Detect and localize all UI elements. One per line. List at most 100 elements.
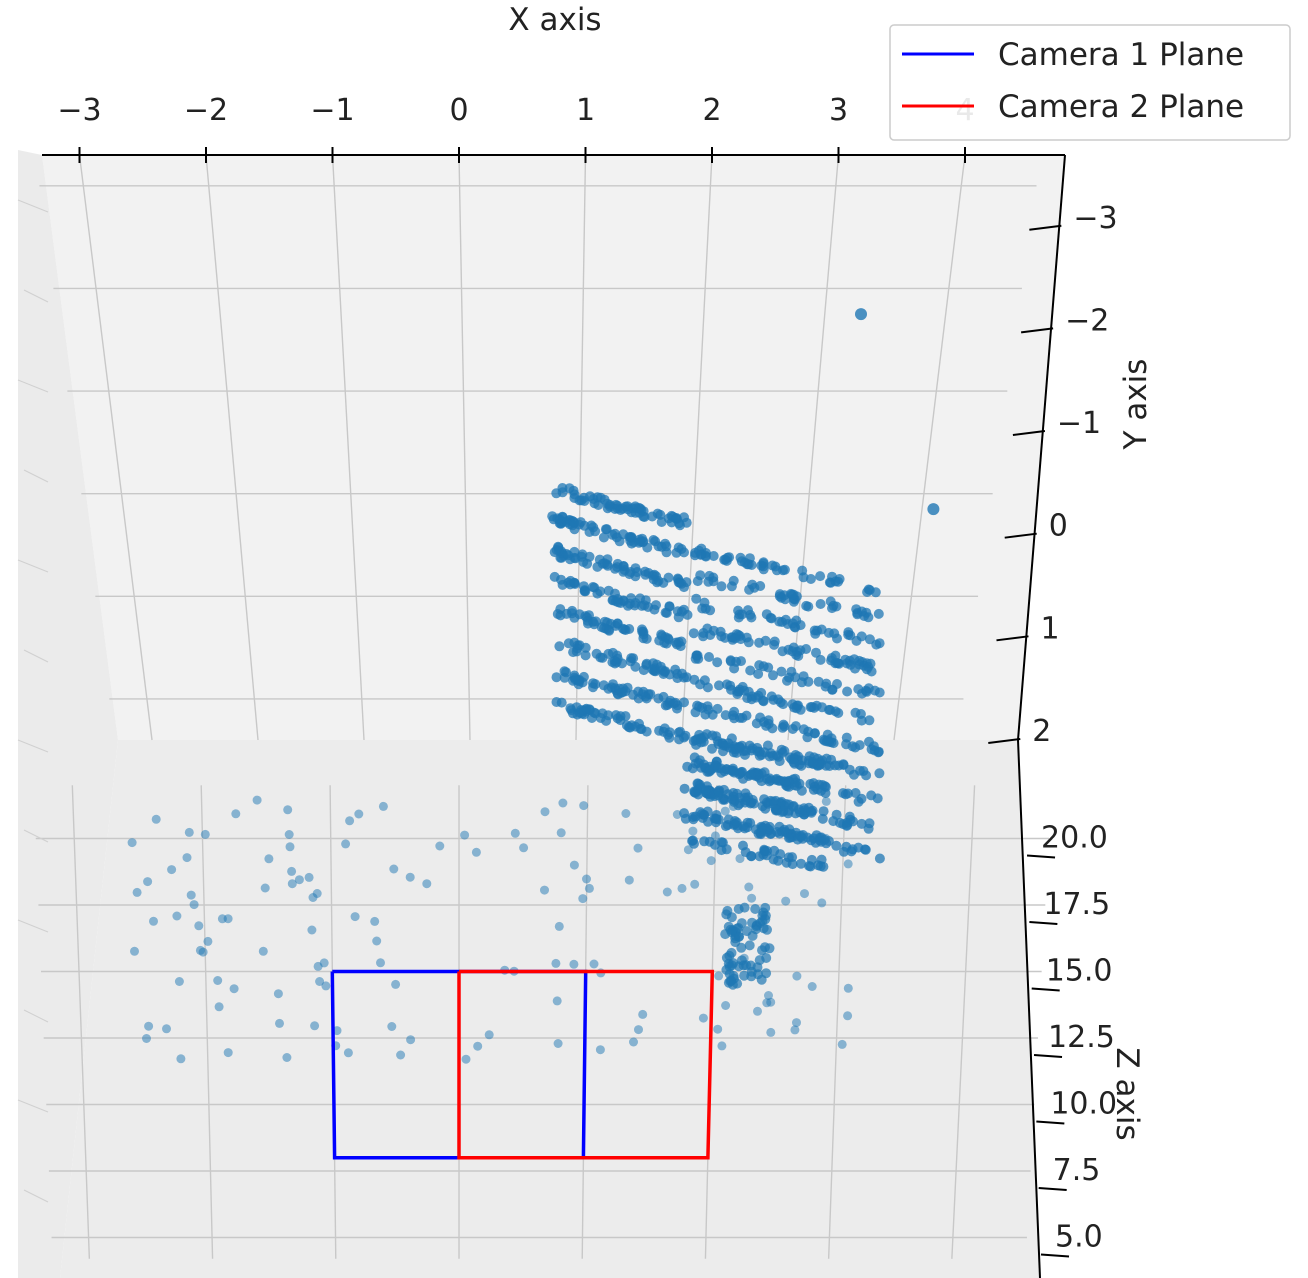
scatter-point (460, 830, 470, 840)
scatter-point (741, 710, 752, 721)
scatter-point (831, 840, 842, 851)
scatter-point (837, 1039, 847, 1049)
scatter-point (776, 808, 786, 818)
z-tick (1033, 1054, 1063, 1058)
scatter-point (676, 636, 687, 647)
scatter-point (198, 947, 208, 957)
scatter-point (624, 532, 635, 542)
scatter-point (843, 1011, 853, 1021)
scatter-point (649, 604, 660, 615)
scatter-point (769, 845, 780, 856)
y-axis-line (1017, 154, 1066, 741)
gridline-left-pane (23, 469, 49, 483)
scatter-point (725, 976, 736, 987)
scatter-point (736, 656, 746, 667)
scatter-point (746, 851, 757, 861)
scatter-point (734, 742, 745, 753)
scatter-point (681, 517, 692, 528)
camera-2-plane (457, 969, 715, 1160)
scatter-point (762, 846, 773, 856)
scatter-point (710, 831, 720, 841)
scatter-point (584, 610, 594, 621)
z-tick-label: 15.0 (1046, 954, 1113, 989)
scatter-point (189, 900, 199, 910)
scatter-point (747, 930, 758, 941)
scatter-point (863, 584, 874, 595)
z-tick-label: 5.0 (1055, 1220, 1103, 1255)
z-tick (1038, 1187, 1067, 1191)
scatter-point (713, 786, 724, 797)
z-tick-label: 12.5 (1048, 1020, 1115, 1055)
scatter-point (849, 654, 860, 665)
scatter-point (580, 650, 591, 661)
scatter-point (778, 699, 789, 710)
scatter-point (809, 728, 820, 739)
scatter-point (811, 647, 821, 658)
scatter-point (638, 686, 649, 697)
scatter-point (773, 855, 784, 866)
scatter-point (874, 768, 885, 779)
z-tick-label: 17.5 (1043, 887, 1110, 922)
scatter-point (615, 505, 626, 515)
scatter-point (823, 627, 834, 638)
scatter-point (600, 524, 611, 535)
scatter-point (422, 879, 432, 889)
z-tick (1040, 1253, 1070, 1258)
scatter-point (285, 842, 295, 852)
scatter-point (563, 550, 574, 561)
scatter-point (654, 725, 665, 736)
scatter-point (753, 669, 764, 679)
scatter-point (589, 707, 600, 718)
scatter-point (765, 612, 776, 623)
scatter-point (754, 660, 765, 671)
scatter-point (569, 860, 579, 870)
floor-pane (60, 740, 1040, 1278)
scatter-point (579, 801, 589, 811)
scatter-point (182, 853, 192, 863)
scatter-point (774, 616, 785, 627)
scatter-point (593, 500, 604, 510)
scatter-point (618, 683, 629, 694)
scatter-point (720, 710, 731, 721)
scatter-point (703, 816, 713, 827)
scatter-point (843, 983, 853, 993)
scatter-point (787, 852, 798, 863)
x-tick-label: 1 (576, 93, 595, 128)
scatter-point (264, 854, 274, 864)
scatter-point (588, 678, 598, 689)
z-tick (1026, 854, 1056, 859)
scatter-point (552, 513, 563, 524)
gridline-left-pane (17, 739, 49, 753)
scatter-point (825, 705, 836, 715)
scatter-point (833, 576, 844, 587)
scatter-point (260, 883, 270, 893)
scatter-point (569, 489, 580, 500)
scatter-point (700, 603, 711, 614)
scatter-point (838, 759, 849, 770)
scatter-point (378, 801, 388, 811)
scatter-point (744, 940, 755, 951)
scatter-point (853, 842, 864, 853)
scatter-point (798, 724, 809, 735)
scatter-point (698, 1013, 708, 1023)
scatter-point (184, 827, 194, 837)
scatter-point (144, 1021, 154, 1031)
scatter-point (697, 809, 707, 820)
z-tick (1036, 1120, 1065, 1125)
scatter-point (726, 581, 737, 592)
scatter-point (764, 943, 775, 954)
y-tick-label: −1 (1057, 406, 1101, 441)
scatter-point (310, 1021, 320, 1031)
scatter-point (810, 628, 821, 639)
scatter-point (580, 586, 591, 597)
scatter-point (688, 826, 698, 836)
scatter-point (679, 783, 690, 794)
scatter-point (732, 820, 743, 831)
gridline-left-pane (17, 919, 49, 933)
scatter-point (595, 713, 606, 723)
scatter-point (574, 519, 585, 530)
scatter-point (287, 866, 297, 876)
scatter-point (370, 916, 380, 926)
scatter-point (768, 670, 778, 681)
